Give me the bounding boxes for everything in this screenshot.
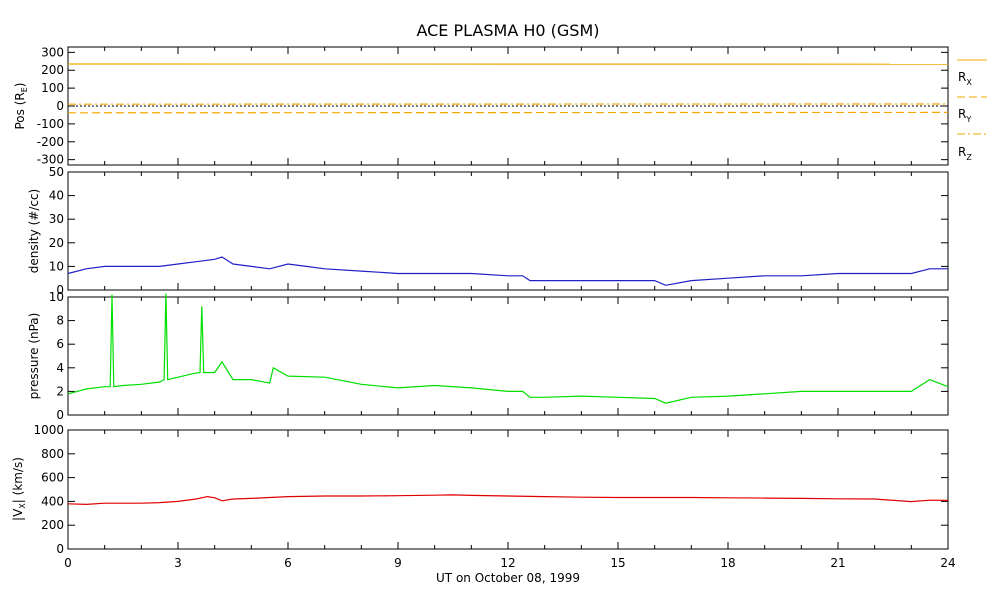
x-axis-label: UT on October 08, 1999 <box>436 571 580 585</box>
vx-xtick-label: 9 <box>394 556 402 570</box>
pos-ytick-label: -100 <box>37 117 64 131</box>
density-ytick-label: 30 <box>49 212 64 226</box>
vx-ytick-label: 200 <box>41 518 64 532</box>
legend-rx-label: RX <box>958 70 972 87</box>
pressure-ytick-label: 10 <box>49 290 64 304</box>
chart-marks: 3002001000-100-200-300504030201001086420… <box>33 45 955 570</box>
density-ytick-label: 40 <box>49 189 64 203</box>
density-ytick-label: 10 <box>49 259 64 273</box>
pos-ytick-label: -200 <box>37 135 64 149</box>
density-ytick-label: 0 <box>56 283 64 297</box>
vx-ylabel: |VX| (km/s) <box>11 457 27 521</box>
pressure-ytick-label: 0 <box>56 408 64 422</box>
vx-xtick-label: 21 <box>830 556 845 570</box>
density-ytick-label: 50 <box>49 165 64 179</box>
density-series-line-0 <box>67 256 948 286</box>
vx-xtick-label: 24 <box>940 556 955 570</box>
vx-ytick-label: 600 <box>41 471 64 485</box>
vx-series-line-0 <box>67 494 949 506</box>
vx-panel: |VX| (km/s) UT on October 08, 1999 <box>11 429 949 585</box>
pressure-ytick-label: 2 <box>56 384 64 398</box>
vx-ytick-label: 1000 <box>33 423 64 437</box>
density-ytick-label: 20 <box>49 236 64 250</box>
pressure-ylabel: pressure (nPa) <box>27 313 41 400</box>
pos-ytick-label: -300 <box>37 153 64 167</box>
density-panel: density (#/cc) <box>27 171 949 291</box>
vx-ytick-label: 800 <box>41 447 64 461</box>
pos-ytick-label: 300 <box>41 45 64 59</box>
vx-xtick-label: 15 <box>610 556 625 570</box>
pressure-ytick-label: 4 <box>56 361 64 375</box>
chart-title: ACE PLASMA H0 (GSM) <box>416 21 599 40</box>
vx-xtick-label: 0 <box>64 556 72 570</box>
vx-xtick-label: 6 <box>284 556 292 570</box>
pressure-ytick-label: 8 <box>56 314 64 328</box>
vx-ytick-label: 400 <box>41 494 64 508</box>
legend-rz-label: RZ <box>958 145 972 162</box>
legend-ry-label: RY <box>958 107 971 124</box>
pos-ytick-label: 0 <box>56 99 64 113</box>
vx-ytick-label: 0 <box>56 542 64 556</box>
pos-ylabel: Pos (RE) <box>13 83 29 130</box>
density-ylabel: density (#/cc) <box>27 189 41 273</box>
pressure-ytick-label: 6 <box>56 337 64 351</box>
vx-xtick-label: 12 <box>500 556 515 570</box>
pos-ytick-label: 200 <box>41 63 64 77</box>
pos-legend: RX RY RZ <box>957 59 987 162</box>
pressure-series-line-0 <box>67 293 949 404</box>
vx-xtick-label: 18 <box>720 556 735 570</box>
density-panel-frame <box>67 171 949 291</box>
vx-panel-frame <box>67 429 949 550</box>
pos-ytick-label: 100 <box>41 81 64 95</box>
vx-xtick-label: 3 <box>174 556 182 570</box>
